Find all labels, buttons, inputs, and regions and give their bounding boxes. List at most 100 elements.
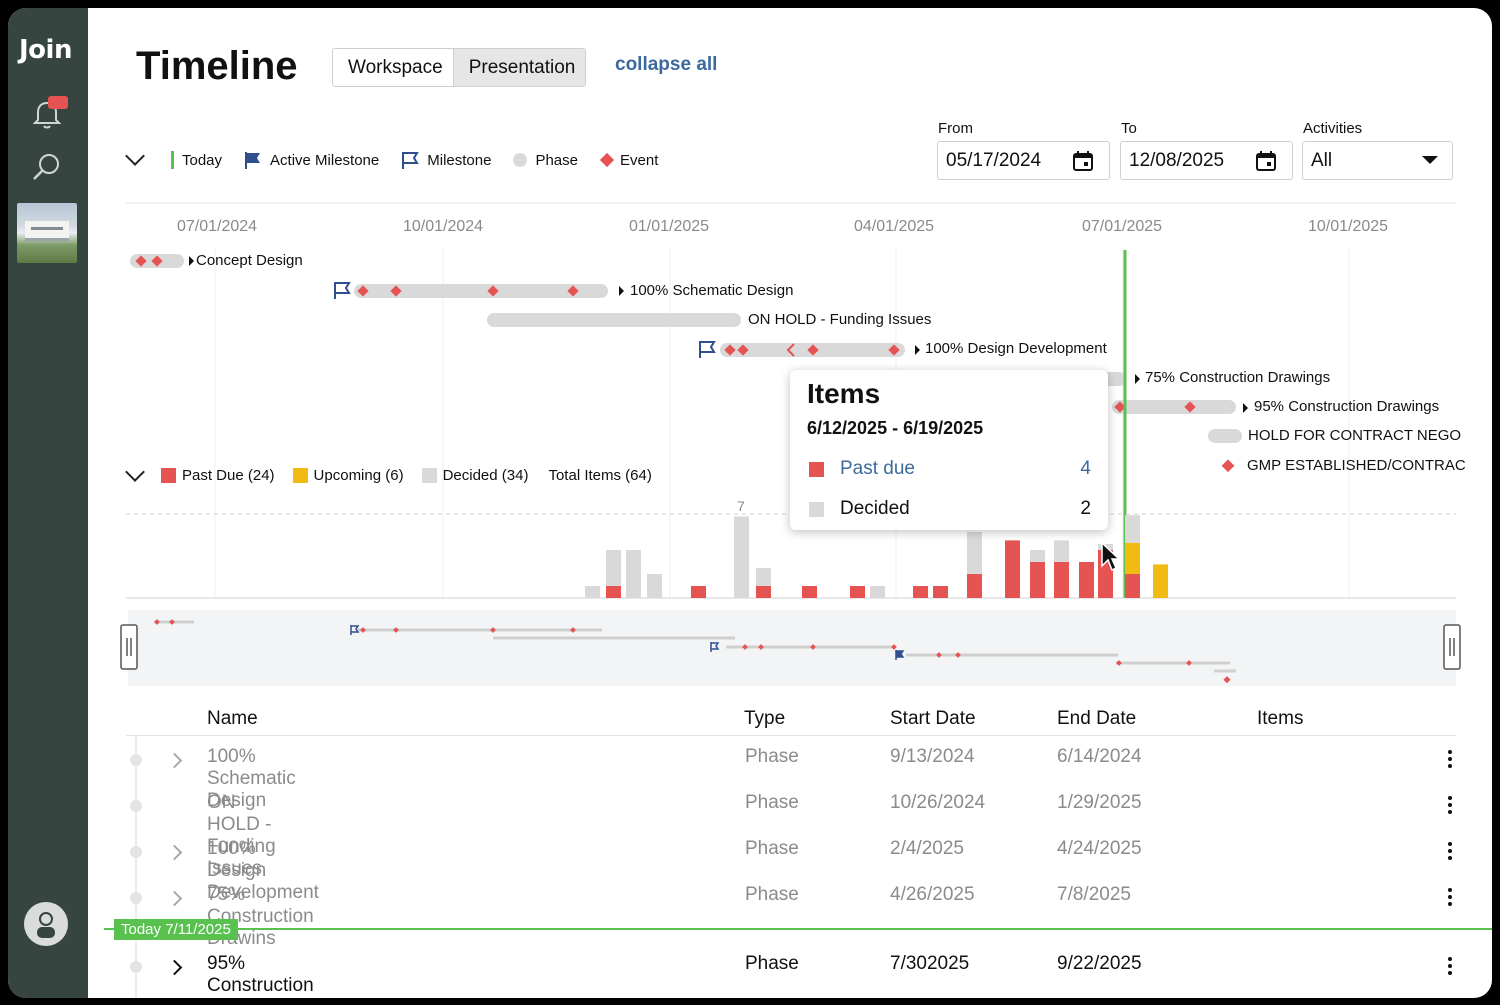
more-options-icon[interactable] xyxy=(1448,957,1452,975)
milestone-flag-icon[interactable] xyxy=(699,341,716,358)
column-header-end-date[interactable]: End Date xyxy=(1057,708,1137,729)
legend-label: Upcoming (6) xyxy=(313,466,404,484)
past-due-bar[interactable] xyxy=(756,586,771,598)
decided-bar[interactable] xyxy=(967,532,982,574)
calendar-icon[interactable] xyxy=(1073,151,1093,171)
items-legend: Past Due (24) Upcoming (6) Decided (34) … xyxy=(161,464,674,486)
more-options-icon[interactable] xyxy=(1448,842,1452,860)
decided-bar[interactable] xyxy=(606,550,621,586)
row-status-dot xyxy=(130,800,142,812)
legend-label: Phase xyxy=(535,151,578,169)
row-name[interactable]: 100% Schematic Design xyxy=(207,746,296,811)
caret-right-icon[interactable] xyxy=(619,286,624,296)
navigator-left-handle[interactable] xyxy=(120,624,138,670)
phase-bar-hold-contract[interactable] xyxy=(1208,429,1242,443)
past-due-bar[interactable] xyxy=(606,586,621,598)
timeline-legend: Today Active Milestone Milestone Phase E… xyxy=(171,149,680,171)
column-header-start-date[interactable]: Start Date xyxy=(890,708,976,729)
past-due-bar[interactable] xyxy=(1079,562,1094,598)
past-due-bar[interactable] xyxy=(1125,574,1140,598)
past-due-bar[interactable] xyxy=(802,586,817,598)
decided-bar[interactable] xyxy=(870,586,885,598)
decided-bar[interactable] xyxy=(626,550,641,598)
chevron-right-icon[interactable] xyxy=(166,844,183,861)
decided-bar[interactable] xyxy=(647,574,662,598)
past-due-bar[interactable] xyxy=(1054,562,1069,598)
gantt-row-label[interactable]: 100% Design Development xyxy=(925,340,1107,357)
upcoming-bar[interactable] xyxy=(1153,564,1168,598)
caret-right-icon[interactable] xyxy=(189,256,194,266)
search-icon[interactable] xyxy=(30,150,64,184)
decided-bar[interactable] xyxy=(585,586,600,598)
from-date-field[interactable]: 05/17/2024 xyxy=(937,141,1110,180)
gantt-row-label[interactable]: ON HOLD - Funding Issues xyxy=(748,311,932,328)
app-logo[interactable]: Join xyxy=(19,35,72,65)
caret-right-icon[interactable] xyxy=(1135,374,1140,384)
decided-bar[interactable] xyxy=(756,568,771,586)
gantt-row-label[interactable]: Concept Design xyxy=(196,252,303,269)
phase-bar-on-hold[interactable] xyxy=(487,313,741,327)
row-status-dot xyxy=(130,754,142,766)
column-header-name[interactable]: Name xyxy=(207,708,258,729)
milestone-flag-icon[interactable] xyxy=(334,282,351,299)
chevron-right-icon[interactable] xyxy=(166,959,183,976)
more-options-icon[interactable] xyxy=(1448,888,1452,906)
mouse-cursor-icon xyxy=(1101,542,1120,572)
today-line xyxy=(104,928,1492,930)
items-tooltip: Items 6/12/2025 - 6/19/2025 Past due 4 D… xyxy=(790,370,1108,530)
past-due-bar[interactable] xyxy=(1030,562,1045,598)
decided-bar[interactable] xyxy=(1054,540,1069,562)
row-name[interactable]: 95% Construction Drawings xyxy=(207,953,314,998)
more-options-icon[interactable] xyxy=(1448,750,1452,768)
caret-right-icon[interactable] xyxy=(1243,403,1248,413)
row-name[interactable]: ON HOLD - Funding Issues xyxy=(207,792,276,879)
chevron-right-icon[interactable] xyxy=(166,752,183,769)
to-date-value: 12/08/2025 xyxy=(1129,150,1225,171)
activities-value: All xyxy=(1311,150,1333,171)
chevron-right-icon[interactable] xyxy=(166,890,183,907)
gantt-row-label[interactable]: HOLD FOR CONTRACT NEGO xyxy=(1248,427,1462,444)
bell-icon[interactable] xyxy=(30,96,64,130)
gantt-row-label[interactable]: 100% Schematic Design xyxy=(630,282,794,299)
row-type: Phase xyxy=(745,953,799,974)
row-name[interactable]: 75% Construction Drawins xyxy=(207,884,314,949)
navigator-right-handle[interactable] xyxy=(1443,624,1461,670)
gantt-row-label[interactable]: GMP ESTABLISHED/CONTRAC xyxy=(1247,457,1466,474)
presentation-toggle[interactable]: Presentation xyxy=(452,49,586,86)
calendar-icon[interactable] xyxy=(1256,151,1276,171)
row-end-date: 7/8/2025 xyxy=(1057,884,1131,905)
gantt-row-label[interactable]: 95% Construction Drawings xyxy=(1254,398,1440,415)
circle-icon xyxy=(513,153,528,167)
axis-tick: 04/01/2025 xyxy=(854,218,935,235)
past-due-bar[interactable] xyxy=(967,574,982,598)
notification-badge xyxy=(48,96,68,109)
collapse-all-link[interactable]: collapse all xyxy=(615,54,718,75)
phase-bar-95-construction[interactable] xyxy=(1112,400,1236,414)
more-options-icon[interactable] xyxy=(1448,796,1452,814)
decided-bar[interactable] xyxy=(734,516,749,598)
decided-bar[interactable] xyxy=(1030,550,1045,562)
project-thumbnail[interactable] xyxy=(17,203,77,263)
workspace-toggle[interactable]: Workspace xyxy=(348,57,443,78)
gantt-row-label[interactable]: 75% Construction Drawings xyxy=(1145,369,1331,386)
past-due-bar[interactable] xyxy=(1005,540,1020,598)
decided-bar[interactable] xyxy=(1125,515,1140,543)
past-due-bar[interactable] xyxy=(933,586,948,598)
past-due-bar[interactable] xyxy=(913,586,928,598)
caret-right-icon[interactable] xyxy=(915,345,920,355)
event-diamond[interactable] xyxy=(135,255,147,267)
chart-max-label: 7 xyxy=(737,498,745,514)
tooltip-row-label: Decided xyxy=(840,498,910,519)
row-name[interactable]: 100% Design Development xyxy=(207,838,319,903)
event-diamond[interactable] xyxy=(151,255,163,267)
column-header-type[interactable]: Type xyxy=(744,708,786,729)
past-due-bar[interactable] xyxy=(850,586,865,598)
user-avatar[interactable] xyxy=(24,902,68,946)
column-header-items[interactable]: Items xyxy=(1257,708,1304,729)
to-date-field[interactable]: 12/08/2025 xyxy=(1120,141,1293,180)
phase-bar-schematic-design[interactable] xyxy=(354,284,608,298)
past-due-bar[interactable] xyxy=(691,586,706,598)
event-diamond[interactable] xyxy=(1221,459,1235,473)
upcoming-bar[interactable] xyxy=(1125,542,1140,574)
activities-select[interactable]: All xyxy=(1302,141,1453,180)
